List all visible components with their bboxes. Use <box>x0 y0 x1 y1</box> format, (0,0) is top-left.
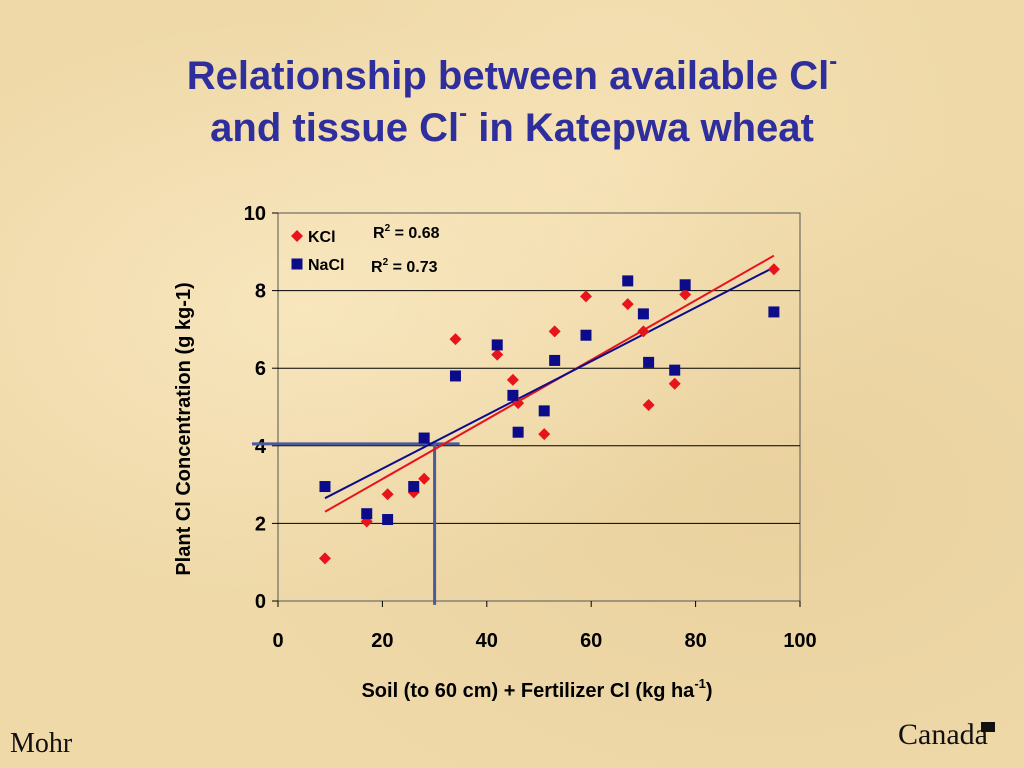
r-squared-exponent: 2 <box>385 223 391 234</box>
y-tick-label: 6 <box>255 358 266 380</box>
y-tick-label: 8 <box>255 281 266 303</box>
r-squared-symbol: R <box>373 225 385 242</box>
x-tick-label: 100 <box>783 630 816 652</box>
r-squared-value: = 0.68 <box>390 225 439 242</box>
point-kcl <box>449 333 462 346</box>
author-label: Mohr <box>10 728 73 759</box>
legend-marker-nacl <box>291 258 303 270</box>
canada-wordmark: Canada <box>898 718 988 751</box>
point-kcl <box>506 373 519 386</box>
point-nacl <box>319 481 331 493</box>
point-kcl <box>418 472 431 485</box>
title-line-2: and tissue Cl- in Katepwa wheat <box>0 102 1024 154</box>
title-text-1: Relationship between available Cl <box>186 54 830 98</box>
title-superscript-2: - <box>459 100 468 127</box>
r-squared-label-nacl: R2 = 0.73 <box>371 257 438 276</box>
point-nacl <box>549 354 561 366</box>
trendline-nacl <box>324 266 775 500</box>
point-nacl <box>361 508 373 520</box>
title-text-2a: and tissue Cl <box>210 106 460 150</box>
x-axis-title-text: Soil (to 60 cm) + Fertilizer Cl (kg ha <box>361 680 695 702</box>
point-nacl <box>622 275 634 287</box>
r-squared-label-kcl: R2 = 0.68 <box>373 223 440 242</box>
point-nacl <box>491 339 503 351</box>
x-tick-label: 0 <box>272 630 283 652</box>
title-superscript-1: - <box>829 48 838 75</box>
point-kcl <box>381 488 394 501</box>
r-squared-symbol: R <box>371 259 383 276</box>
x-axis-title: Soil (to 60 cm) + Fertilizer Cl (kg ha-1… <box>361 676 712 702</box>
title-line-1: Relationship between available Cl- <box>0 50 1024 102</box>
point-nacl <box>643 356 655 368</box>
point-nacl <box>768 306 780 318</box>
point-kcl <box>491 348 504 361</box>
x-axis-title-superscript: -1 <box>694 676 706 691</box>
canada-flag-icon <box>981 722 995 732</box>
point-kcl <box>318 552 331 565</box>
x-tick-label: 40 <box>476 630 498 652</box>
point-nacl <box>538 405 550 417</box>
y-tick-label: 2 <box>255 513 266 535</box>
y-tick-label: 0 <box>255 591 266 613</box>
x-tick-label: 80 <box>684 630 706 652</box>
x-tick-label: 20 <box>371 630 393 652</box>
plot-area <box>277 212 801 602</box>
legend-marker-kcl <box>291 230 303 242</box>
point-nacl <box>669 364 681 376</box>
point-nacl <box>637 308 649 320</box>
point-nacl <box>382 514 394 526</box>
legend-label-kcl: KCl <box>308 229 336 246</box>
point-kcl <box>642 399 655 412</box>
y-tick-label: 4 <box>255 436 267 458</box>
x-axis-title-end: ) <box>706 680 713 702</box>
point-kcl <box>637 325 650 338</box>
y-axis-title: Plant Cl Concentration (g kg-1) <box>173 282 195 575</box>
point-kcl <box>679 288 692 301</box>
point-nacl <box>418 432 430 444</box>
point-kcl <box>668 377 681 390</box>
point-nacl <box>507 389 519 401</box>
legend-label-nacl: NaCl <box>308 257 344 274</box>
point-kcl <box>767 263 780 276</box>
point-kcl <box>621 298 634 311</box>
r-squared-value: = 0.73 <box>388 259 437 276</box>
r-squared-exponent: 2 <box>383 257 389 268</box>
point-nacl <box>449 370 461 382</box>
point-nacl <box>679 279 691 291</box>
point-nacl <box>512 426 524 438</box>
slide-title: Relationship between available Cl- and t… <box>0 50 1024 154</box>
x-tick-label: 60 <box>580 630 602 652</box>
title-text-2b: in Katepwa wheat <box>467 106 814 150</box>
point-nacl <box>408 481 420 493</box>
point-kcl <box>538 428 551 441</box>
point-kcl <box>579 290 592 303</box>
y-tick-label: 10 <box>244 203 266 225</box>
point-nacl <box>580 329 592 341</box>
point-kcl <box>548 325 561 338</box>
